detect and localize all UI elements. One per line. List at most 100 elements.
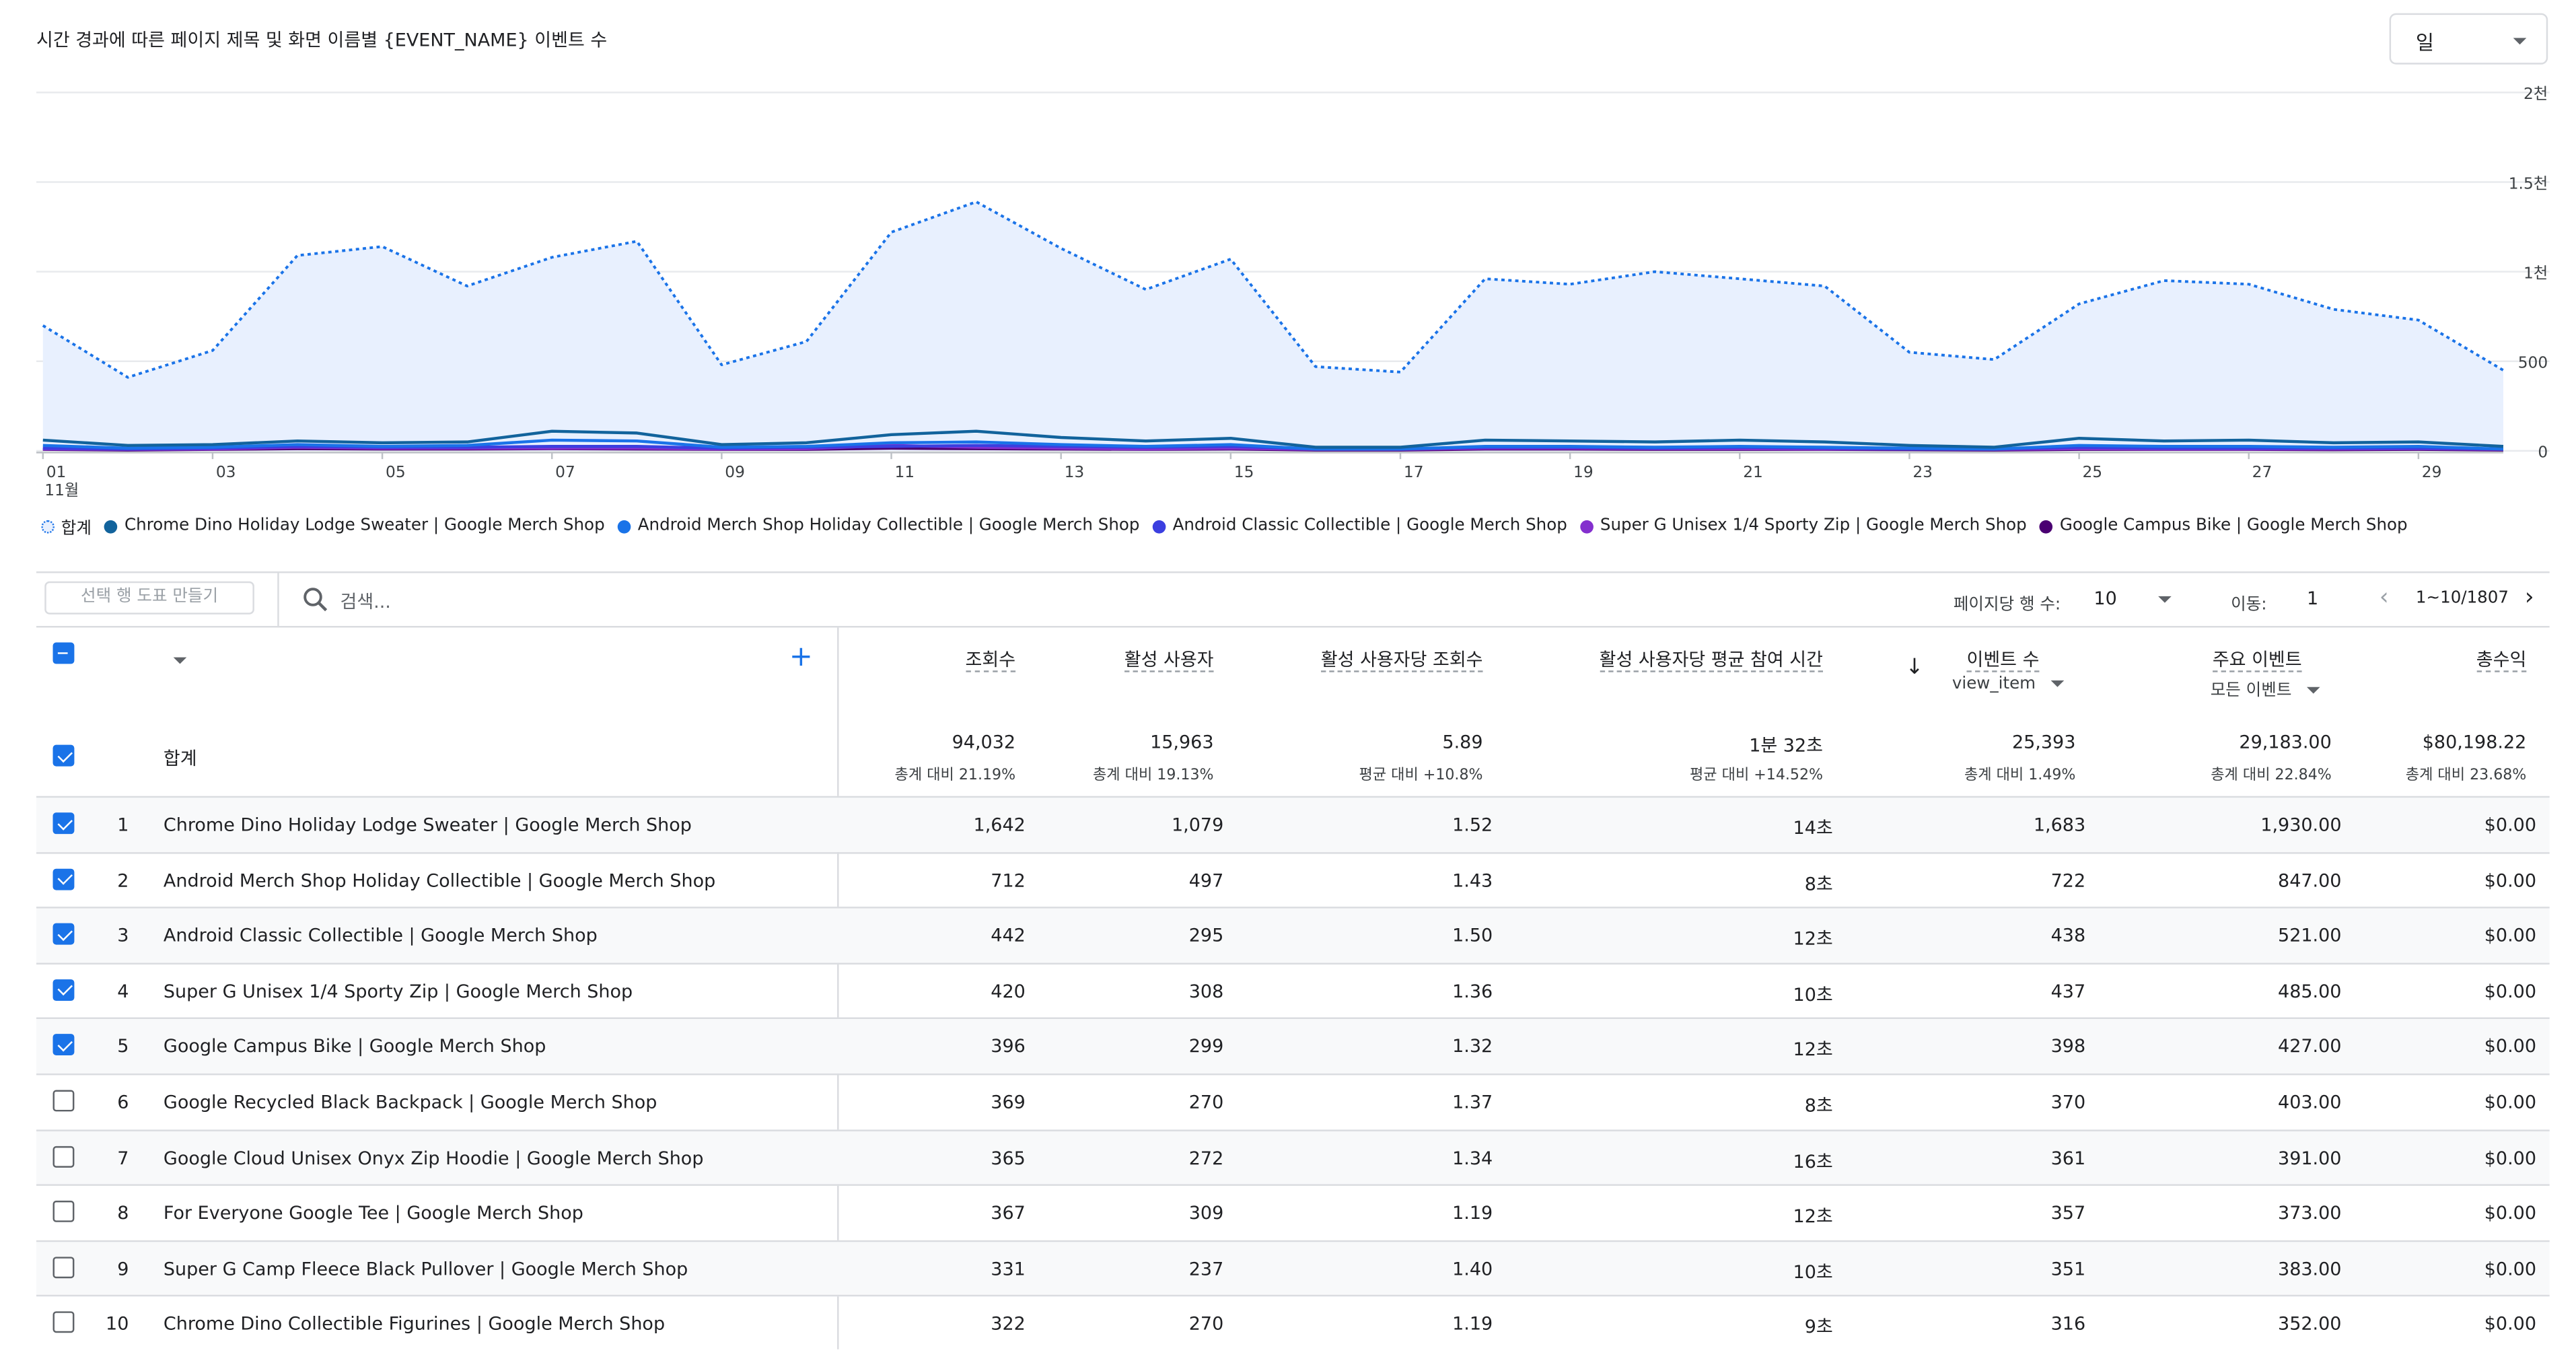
legend-item[interactable]: Chrome Dino Holiday Lodge Sweater | Goog… [104,517,605,536]
row-page-title[interactable]: Chrome Dino Collectible Figurines | Goog… [163,1313,666,1335]
table-row[interactable]: 8 For Everyone Google Tee | Google Merch … [36,1184,2550,1240]
cell-time: 10초 [1793,1261,1833,1284]
header-active-users[interactable]: 활성 사용자 [1124,645,1214,672]
total-event-count-pct: 총계 대비 1.49% [1964,768,2076,785]
table-row[interactable]: 9 Super G Camp Fleece Black Pullover | Go… [36,1240,2550,1296]
cell-key: 485.00 [2278,981,2342,1002]
goto-page-input[interactable]: 1 [2306,588,2319,610]
legend-item[interactable]: 합계 [41,514,92,538]
row-page-title[interactable]: Google Cloud Unisex Onyx Zip Hoodie | Go… [163,1147,704,1169]
x-tick-label: 01 [46,463,67,481]
dimension-header[interactable] [164,649,187,670]
cell-events: 722 [2050,870,2086,892]
prev-page-icon[interactable]: ‹ [2379,584,2389,611]
cell-rev: $0.00 [2484,1313,2537,1335]
table-row[interactable]: 4 Super G Unisex 1/4 Sporty Zip | Google … [36,962,2550,1018]
cell-key: 521.00 [2278,925,2342,947]
cell-time: 9초 [1804,1316,1833,1339]
granularity-dropdown[interactable]: 일 [2389,13,2548,65]
y-tick-label: 0 [2538,444,2548,462]
table-row[interactable]: 1 Chrome Dino Holiday Lodge Sweater | Goo… [36,796,2550,853]
row-index: 3 [117,925,129,947]
header-views[interactable]: 조회수 [965,645,1016,672]
legend-label: Chrome Dino Holiday Lodge Sweater | Goog… [124,517,605,536]
add-dimension-icon[interactable]: + [789,641,813,674]
divider [36,625,2550,628]
table-row[interactable]: 10 Chrome Dino Collectible Figurines | Go… [36,1295,2550,1351]
search-input[interactable]: 검색... [340,591,391,613]
row-checkbox[interactable] [52,1145,75,1167]
row-page-title[interactable]: Super G Unisex 1/4 Sporty Zip | Google M… [163,981,633,1002]
totals-label: 합계 [163,748,197,770]
row-page-title[interactable]: Google Recycled Black Backpack | Google … [163,1091,657,1113]
area-total [42,201,2503,451]
legend-label: Android Classic Collectible | Google Mer… [1172,517,1567,536]
cell-vpu: 1.50 [1452,925,1493,947]
chart-title: 시간 경과에 따른 페이지 제목 및 화면 이름별 {EVENT_NAME} 이… [36,30,608,52]
row-page-title[interactable]: Android Merch Shop Holiday Collectible |… [163,870,716,892]
search-icon[interactable] [302,586,328,612]
row-checkbox[interactable] [52,1034,75,1056]
legend-label: Google Campus Bike | Google Merch Shop [2059,517,2408,536]
row-checkbox[interactable] [52,923,75,946]
row-page-title[interactable]: For Everyone Google Tee | Google Merch S… [163,1202,583,1224]
header-event-count[interactable]: 이벤트 수 [1966,645,2040,672]
table-row[interactable]: 2 Android Merch Shop Holiday Collectible … [36,851,2550,907]
row-checkbox[interactable] [52,1201,75,1223]
legend-item[interactable]: Android Merch Shop Holiday Collectible |… [618,517,1140,535]
table-row[interactable]: 5 Google Campus Bike | Google Merch Shop 3… [36,1018,2550,1074]
chevron-down-icon[interactable] [2158,596,2172,603]
cell-rev: $0.00 [2484,925,2537,947]
table-row[interactable]: 3 Android Classic Collectible | Google Me… [36,907,2550,964]
total-views: 94,032 [952,732,1016,753]
row-checkbox[interactable] [52,812,75,835]
row-page-title[interactable]: Android Classic Collectible | Google Mer… [163,925,598,947]
legend-item[interactable]: Android Classic Collectible | Google Mer… [1153,517,1567,535]
plot-rows-button[interactable]: 선택 행 도표 만들기 [44,581,254,614]
row-checkbox[interactable] [52,979,75,1001]
header-event-count-label: 이벤트 수 [1966,649,2040,672]
next-page-icon[interactable]: › [2524,584,2534,611]
x-month-label: 11월 [44,481,79,499]
cell-views: 1,642 [973,814,1026,836]
select-all-checkbox[interactable] [52,642,75,664]
row-page-title[interactable]: Chrome Dino Holiday Lodge Sweater | Goog… [163,814,692,836]
header-revenue[interactable]: 총수익 [2476,645,2527,672]
cell-views: 365 [991,1147,1026,1169]
total-views-pct: 총계 대비 21.19% [894,768,1016,785]
legend-swatch [618,519,631,533]
table-row[interactable]: 7 Google Cloud Unisex Onyx Zip Hoodie | G… [36,1129,2550,1185]
totals-checkbox[interactable] [52,744,75,767]
row-checkbox[interactable] [52,1090,75,1112]
cell-key: 373.00 [2278,1202,2342,1224]
key-event-filter-select[interactable]: 모든 이벤트 [2211,676,2320,700]
cell-vpu: 1.52 [1452,814,1493,836]
total-event-count: 25,393 [2011,732,2076,753]
legend-item[interactable]: Google Campus Bike | Google Merch Shop [2040,517,2408,536]
cell-users: 270 [1188,1313,1224,1335]
row-page-title[interactable]: Super G Camp Fleece Black Pullover | Goo… [163,1258,688,1280]
cell-views: 442 [991,925,1026,947]
legend-item[interactable]: Super G Unisex 1/4 Sporty Zip | Google M… [1580,517,2027,536]
x-tick-label: 17 [1404,463,1424,481]
chevron-down-icon[interactable] [173,657,187,664]
cell-key: 352.00 [2278,1313,2342,1335]
row-checkbox[interactable] [52,1312,75,1334]
event-filter-select[interactable]: view_item [1952,676,2065,694]
cell-time: 14초 [1793,817,1833,839]
sort-desc-icon[interactable]: ↓ [1905,656,1924,680]
header-views-per-user[interactable]: 활성 사용자당 조회수 [1320,645,1483,672]
table-row[interactable]: 6 Google Recycled Black Backpack | Google… [36,1073,2550,1129]
row-page-title[interactable]: Google Campus Bike | Google Merch Shop [163,1036,546,1058]
row-checkbox[interactable] [52,868,75,890]
row-checkbox[interactable] [52,1256,75,1278]
chevron-down-icon [2513,38,2527,45]
header-avg-engagement[interactable]: 활성 사용자당 평균 참여 시간 [1599,645,1823,672]
header-views-per-user-label: 활성 사용자당 조회수 [1320,649,1483,672]
rows-per-page-select[interactable]: 10 [2094,588,2117,610]
header-key-events[interactable]: 주요 이벤트 [2212,645,2302,672]
cell-views: 420 [991,981,1026,1002]
legend-label: Super G Unisex 1/4 Sporty Zip | Google M… [1600,517,2027,536]
total-active-users-pct: 총계 대비 19.13% [1092,768,1214,785]
row-index: 10 [106,1313,129,1335]
